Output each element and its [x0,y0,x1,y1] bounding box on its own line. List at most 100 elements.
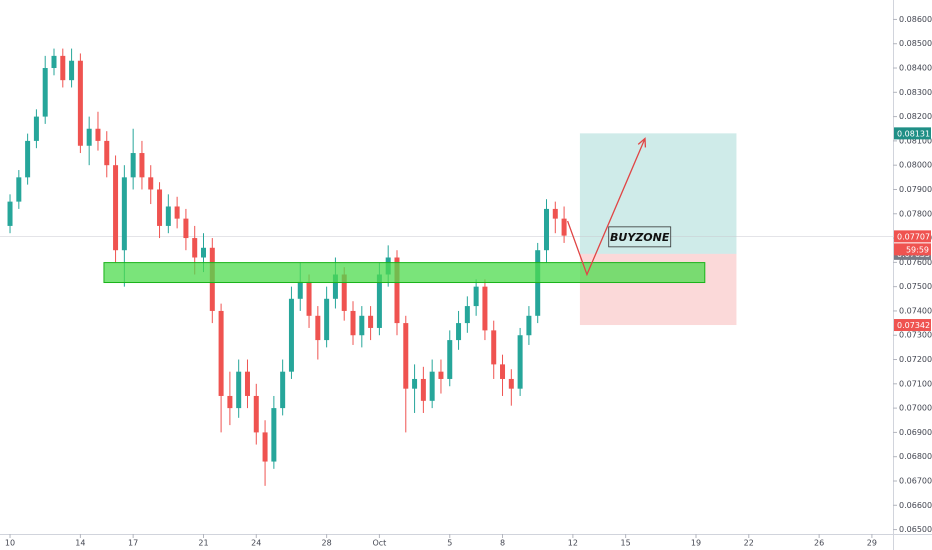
y-tick-label: 0.08300 [899,88,932,97]
candle-body [297,281,303,299]
candle-body [25,140,31,178]
candle-body [236,371,242,409]
y-tick-label: 0.07600 [899,258,932,267]
candle-body [60,55,66,81]
price-badge-label: 0.08131 [897,129,930,138]
y-tick-label: 0.06800 [899,452,932,461]
candle-body [174,206,180,219]
x-tick-label: 26 [814,539,824,548]
price-badge [894,230,931,243]
y-tick-label: 0.06900 [899,428,932,437]
y-tick-label: 0.06500 [899,525,932,534]
y-tick-label: 0.07100 [899,379,932,388]
x-tick-label: 10 [5,539,15,548]
candle-body [113,165,119,251]
candle-body [315,315,321,341]
y-tick-label: 0.07200 [899,355,932,364]
y-tick-label: 0.07000 [899,404,932,413]
y-tick-label: 0.07900 [899,185,932,194]
candle-body [148,177,154,190]
candle-body [341,274,347,311]
candle-body [456,323,462,341]
x-tick-label: 14 [75,539,85,548]
x-tick-label: 17 [128,539,138,548]
y-tick-label: 0.06700 [899,476,932,485]
price-badge-label: 0.07707 [897,232,930,241]
candle-body [104,140,110,166]
annotation-text: BUYZONE [610,231,670,244]
forecast-arrow [566,138,646,277]
candle-body [253,395,259,433]
candle-body [368,315,374,328]
countdown-badge [894,243,931,256]
candle-body [280,371,286,409]
candle-body [7,201,13,226]
x-tick-label: 24 [251,539,261,548]
candle-body [438,371,444,379]
candle-body [42,68,48,117]
y-tick-label: 0.06600 [899,501,932,510]
candle-body [429,371,435,401]
candle-body [464,306,470,324]
x-tick-label: 5 [447,539,452,548]
buy-zone [103,262,706,284]
candle-body [376,274,382,328]
x-tick-label: 8 [500,539,505,548]
y-tick-label: 0.07400 [899,306,932,315]
candle-body [517,335,523,389]
y-tick-label: 0.08200 [899,112,932,121]
arrow-head [637,137,647,148]
candle-body [33,116,39,141]
candle-body [157,189,163,226]
candle-body [500,364,506,379]
candle-body [508,378,514,389]
x-tick-label: 12 [568,539,578,548]
candle-body [394,257,400,324]
candle-body [288,298,294,372]
x-tick-label: 19 [691,539,701,548]
price-badge [894,319,931,332]
candle-body [95,128,101,141]
x-tick-label: Oct [372,539,386,548]
y-tick-label: 0.08000 [899,161,932,170]
candle-body [526,315,532,336]
candle-body [324,298,330,341]
x-tick-label: 22 [744,539,754,548]
candle-body [420,378,426,401]
candle-body [412,378,418,389]
candle-body [192,238,198,258]
y-tick-label: 0.08500 [899,39,932,48]
profit-area [579,133,737,254]
candle-body [244,371,250,396]
candle-body [262,432,268,462]
y-tick-label: 0.08400 [899,64,932,73]
candle-body [332,274,338,299]
countdown-label: 59:59 [906,245,929,254]
candle-body [51,55,57,69]
candle-body [561,218,567,236]
candle-body [403,323,409,389]
price-badge-label: 0.07342 [897,321,930,330]
candle-body [227,395,233,409]
y-tick-label: 0.07500 [899,282,932,291]
candle-body [447,340,453,379]
x-tick-label: 15 [621,539,631,548]
candle-body [359,315,365,336]
candle-body [218,310,224,396]
candle-body [552,208,558,219]
y-tick-label: 0.08600 [899,15,932,24]
candle-body [306,281,312,316]
candle-body [86,128,92,146]
x-tick-label: 28 [322,539,332,548]
candle-body [350,310,356,336]
candle-body [491,330,497,365]
y-tick-label: 0.08100 [899,136,932,145]
candle-body [271,408,277,462]
candle-body [482,286,488,331]
annotation-box [608,226,672,248]
x-tick-label: 29 [867,539,877,548]
candle-body [543,208,549,251]
candle-body [77,60,83,146]
x-tick-label: 21 [198,539,208,548]
